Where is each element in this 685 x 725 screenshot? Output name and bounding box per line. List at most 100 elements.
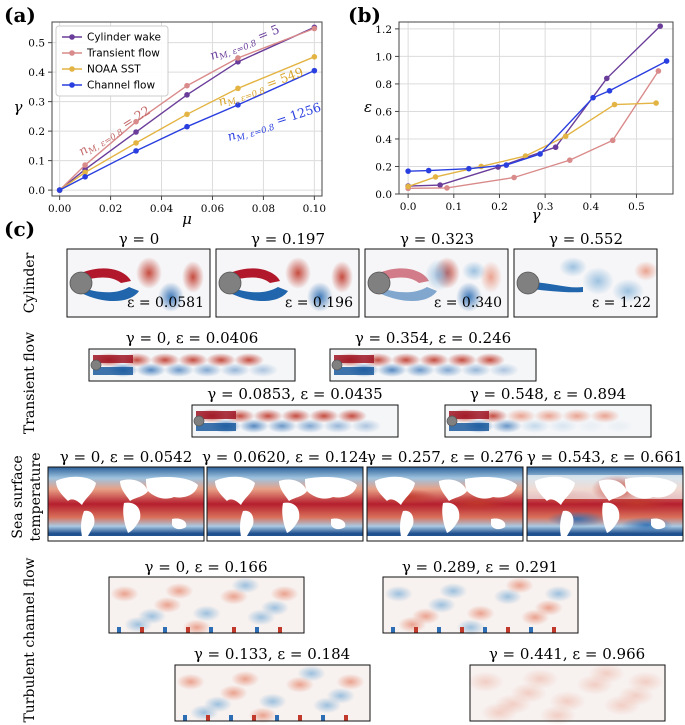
sst-land — [375, 476, 517, 543]
y-tick-label: 0.4 — [375, 134, 392, 146]
annotation-subscript: M, ε=0.8 — [225, 86, 267, 109]
data-point — [184, 111, 190, 118]
annotation-value: = 549 — [260, 64, 305, 93]
x-tick-label: 0.02 — [99, 203, 122, 215]
antarctica — [367, 536, 523, 541]
vortex-blue — [230, 287, 288, 302]
chart-b-series — [405, 23, 670, 192]
vortex-blue — [136, 363, 166, 377]
vortex-blue — [576, 419, 606, 433]
eddy-red — [176, 673, 205, 690]
eddy-red — [165, 583, 194, 599]
wall-streak — [163, 627, 167, 633]
legend-label: Transient flow — [86, 48, 160, 60]
annotation-value: = 5 — [251, 21, 281, 45]
eddy-blue — [190, 704, 219, 721]
legend-swatch-marker — [69, 34, 75, 40]
channel-snapshot-1: γ = 0, ε = 0.166 — [108, 558, 305, 636]
snapshot-frame — [366, 466, 524, 542]
data-point — [611, 101, 618, 108]
cylinder-row: γ = 0 ε = 0.0581 γ = 0.197 ε = 0.196 γ = 0… — [66, 230, 658, 318]
row-label-transient: Transient flow — [22, 332, 38, 434]
chart-a-xlabel: μ — [182, 210, 192, 228]
x-tick-label: 0.4 — [582, 201, 599, 213]
eddy-red — [231, 671, 260, 687]
cylinder-eps-3: ε = 0.340 — [434, 295, 502, 311]
wall-streak — [298, 715, 302, 721]
data-point — [653, 100, 659, 106]
vortex-blue — [548, 419, 578, 433]
data-point — [432, 174, 439, 180]
eddy-blue — [427, 597, 456, 613]
y-tick-label: 0.3 — [28, 97, 45, 109]
jet-blue — [93, 367, 133, 375]
wall-streak — [232, 627, 236, 633]
vortex-red — [234, 353, 264, 367]
eddy-red — [481, 702, 518, 723]
vortex-blue — [164, 363, 194, 377]
legend-swatch-marker — [69, 82, 75, 88]
cylinder-title-1: γ = 0 — [119, 230, 160, 248]
y-tick-label: 0.4 — [28, 67, 45, 79]
series-line — [59, 70, 315, 191]
vortex-blue — [267, 419, 297, 433]
transient-title-1: γ = 0, ε = 0.0406 — [126, 329, 259, 347]
jet-red — [93, 355, 133, 363]
continent — [465, 477, 517, 499]
y-tick-label: 1.2 — [375, 24, 392, 36]
data-point — [184, 92, 190, 98]
data-point — [82, 174, 88, 180]
vortex-red — [419, 353, 449, 367]
vortex-blue — [604, 419, 634, 433]
legend-label: NOAA SST — [87, 64, 141, 76]
data-point — [82, 169, 88, 176]
snapshot-frame — [382, 576, 579, 634]
data-point — [184, 123, 190, 130]
continent — [651, 518, 666, 530]
vortex-blue — [158, 282, 184, 312]
eddy-blue — [192, 605, 221, 622]
data-point — [133, 118, 139, 125]
x-tick-label: 0.10 — [303, 203, 326, 215]
chart-b-frame — [398, 21, 674, 195]
data-point — [133, 148, 139, 154]
transient-snapshot-1: γ = 0, ε = 0.0406 — [88, 329, 296, 382]
vortex-red — [447, 353, 477, 367]
row-label-sst-line2: temperature — [28, 452, 44, 541]
data-point — [503, 162, 510, 168]
legend-swatch-marker — [69, 50, 75, 56]
y-tick-label: 0.8 — [375, 79, 392, 91]
data-point — [466, 165, 472, 172]
annotation-subscript: M, ε=0.8 — [234, 122, 276, 144]
eddy-red — [336, 673, 365, 690]
snapshot-frame — [526, 466, 684, 542]
eddy-red — [398, 616, 427, 633]
continent — [602, 502, 620, 533]
snapshot-frame — [88, 348, 296, 382]
vortex-red — [281, 409, 311, 423]
chart-a: 0.00 0.02 0.04 0.06 0.08 0.10 0.0 0.1 0.2 0.3 0.4 0… — [14, 21, 327, 228]
series-line — [59, 56, 315, 191]
jet-red — [196, 411, 236, 419]
y-tick-label: 0.1 — [28, 156, 45, 168]
snapshot-frame — [174, 664, 371, 722]
eddy-red — [466, 605, 495, 622]
snapshot-frame — [469, 664, 666, 722]
data-point — [603, 75, 610, 82]
channel-snapshot-2: γ = 0.289, ε = 0.291 — [382, 558, 579, 636]
vortex-blue — [323, 419, 353, 433]
data-point — [606, 88, 613, 94]
continent — [535, 476, 575, 505]
vortex-red — [506, 409, 536, 423]
data-point — [562, 133, 569, 140]
continent — [305, 477, 357, 499]
annotation-label: nM, ε=0.8 = 549 — [216, 64, 306, 112]
legend-box — [55, 25, 169, 97]
continent — [491, 518, 506, 530]
chart-b-xlabel: γ — [532, 206, 541, 224]
vortex-blue — [520, 419, 550, 433]
eddy-red — [110, 585, 139, 602]
snapshot-frame — [329, 348, 537, 382]
eddy-red — [588, 663, 625, 684]
transient-title-3: γ = 0.0853, ε = 0.0435 — [207, 385, 382, 403]
